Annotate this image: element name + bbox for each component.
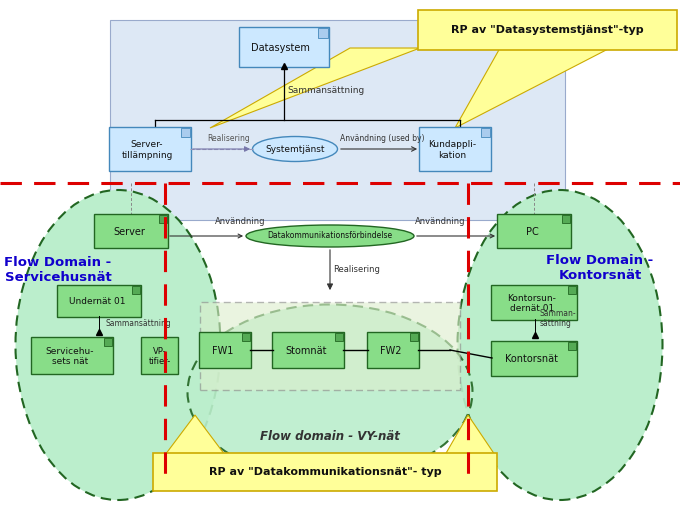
Text: Realisering: Realisering xyxy=(207,134,250,143)
Text: Kontorsun-
dernät 01: Kontorsun- dernät 01 xyxy=(507,294,556,313)
Bar xyxy=(104,338,112,346)
Text: Flow Domain -
Servicehusnät: Flow Domain - Servicehusnät xyxy=(4,256,112,284)
FancyBboxPatch shape xyxy=(497,214,571,248)
Text: Flow Domain -
Kontorsnät: Flow Domain - Kontorsnät xyxy=(546,254,653,282)
FancyBboxPatch shape xyxy=(199,332,251,368)
Bar xyxy=(110,20,565,220)
Bar xyxy=(159,215,167,223)
FancyBboxPatch shape xyxy=(418,10,677,50)
FancyBboxPatch shape xyxy=(367,332,419,368)
Text: Kundappli-
kation: Kundappli- kation xyxy=(428,140,476,159)
Text: Datakommunikationsförbindelse: Datakommunikationsförbindelse xyxy=(267,232,392,240)
FancyBboxPatch shape xyxy=(491,285,577,320)
Text: RP av "Datasystemstjänst"-typ: RP av "Datasystemstjänst"-typ xyxy=(452,25,644,35)
FancyBboxPatch shape xyxy=(109,127,191,171)
Text: Systemtjänst: Systemtjänst xyxy=(265,144,325,153)
Bar xyxy=(562,215,570,223)
Bar xyxy=(318,28,328,38)
Text: PC: PC xyxy=(526,227,539,237)
Text: Undernät 01: Undernät 01 xyxy=(69,298,125,307)
FancyBboxPatch shape xyxy=(272,332,344,368)
Polygon shape xyxy=(445,415,495,455)
Text: Samman-
sättning: Samman- sättning xyxy=(540,309,577,328)
Text: Realisering: Realisering xyxy=(333,265,380,274)
Text: FW1: FW1 xyxy=(212,346,234,356)
Bar xyxy=(242,333,250,341)
Text: Kontorsnät: Kontorsnät xyxy=(505,354,558,364)
FancyBboxPatch shape xyxy=(57,285,141,317)
Ellipse shape xyxy=(188,304,473,479)
Text: Sammansättning: Sammansättning xyxy=(105,319,171,328)
FancyBboxPatch shape xyxy=(419,127,491,171)
Polygon shape xyxy=(210,48,420,128)
Text: RP av "Datakommunikationsnät"- typ: RP av "Datakommunikationsnät"- typ xyxy=(209,467,441,477)
Text: FW2: FW2 xyxy=(380,346,402,356)
FancyBboxPatch shape xyxy=(239,27,329,67)
Text: Servicehu-
sets nät: Servicehu- sets nät xyxy=(46,347,95,366)
Bar xyxy=(481,128,490,137)
Bar xyxy=(335,333,343,341)
Polygon shape xyxy=(455,48,610,128)
Text: VP-
tifier-: VP- tifier- xyxy=(148,347,171,366)
FancyBboxPatch shape xyxy=(31,337,113,374)
Text: Stomnät: Stomnät xyxy=(285,346,327,356)
Bar xyxy=(132,286,140,294)
Text: Server-
tillämpning: Server- tillämpning xyxy=(121,140,173,159)
Bar xyxy=(568,286,576,294)
Polygon shape xyxy=(165,415,225,455)
Text: Användning: Användning xyxy=(415,217,466,226)
Bar xyxy=(410,333,418,341)
FancyBboxPatch shape xyxy=(200,302,460,390)
FancyBboxPatch shape xyxy=(141,337,178,374)
Text: Användning: Användning xyxy=(215,217,265,226)
FancyBboxPatch shape xyxy=(94,214,168,248)
Text: Datasystem: Datasystem xyxy=(250,43,309,53)
FancyBboxPatch shape xyxy=(491,341,577,376)
FancyBboxPatch shape xyxy=(153,453,497,491)
Text: Flow domain - VY-nät: Flow domain - VY-nät xyxy=(260,430,400,443)
Text: Server: Server xyxy=(113,227,145,237)
Ellipse shape xyxy=(458,190,662,500)
Ellipse shape xyxy=(16,190,220,500)
Text: Sammansättning: Sammansättning xyxy=(287,86,364,95)
Text: Användning (used by): Användning (used by) xyxy=(340,134,424,143)
Bar xyxy=(181,128,190,137)
Bar xyxy=(568,342,576,350)
Ellipse shape xyxy=(246,225,414,247)
Ellipse shape xyxy=(252,137,337,162)
